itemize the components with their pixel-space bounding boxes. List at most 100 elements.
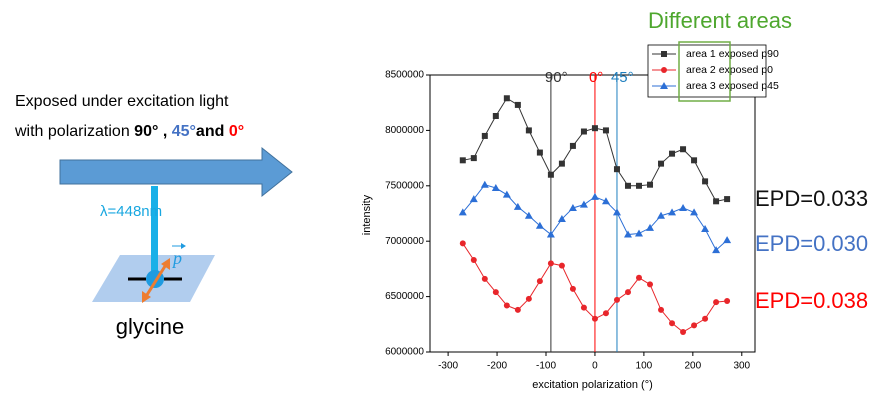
polarization-label: 45° — [611, 69, 634, 86]
marker — [459, 240, 466, 247]
marker — [558, 262, 565, 269]
marker — [691, 322, 698, 329]
marker — [469, 195, 478, 203]
x-tick-label: 200 — [684, 361, 701, 372]
legend-title: Different areas — [648, 8, 792, 33]
caption-part: with polarization — [14, 123, 134, 140]
caption-line2: with polarization 90° , 45°and 0° — [14, 123, 244, 140]
x-tick-label: -100 — [536, 361, 556, 372]
marker — [558, 160, 565, 167]
marker — [513, 202, 522, 210]
y-axis-label: intensity — [361, 194, 373, 235]
marker — [569, 142, 576, 149]
marker — [569, 285, 576, 292]
marker — [602, 310, 609, 317]
marker — [612, 208, 621, 216]
marker — [481, 132, 488, 139]
beam — [151, 186, 158, 276]
marker — [547, 260, 554, 267]
x-tick-label: 300 — [733, 361, 750, 372]
plot-frame — [429, 74, 756, 353]
marker — [481, 275, 488, 282]
caption-part: 0° — [229, 123, 244, 140]
marker — [669, 150, 676, 157]
marker — [712, 246, 721, 254]
marker — [524, 211, 533, 219]
marker — [702, 178, 709, 185]
marker — [458, 208, 467, 216]
marker — [568, 203, 577, 211]
marker — [470, 155, 477, 162]
caption-part: 45° — [172, 123, 196, 140]
highlight-box — [678, 41, 731, 102]
marker — [613, 296, 620, 303]
marker — [634, 229, 643, 237]
marker — [580, 304, 587, 311]
x-axis-label: excitation polarization (°) — [532, 379, 653, 391]
marker — [668, 208, 677, 216]
y-tick-label: 8500000 — [385, 70, 424, 81]
x-tick-label: -300 — [438, 361, 458, 372]
marker — [669, 320, 676, 327]
marker — [580, 128, 587, 135]
marker — [724, 298, 731, 305]
marker — [591, 125, 598, 132]
marker — [690, 208, 699, 216]
marker — [535, 221, 544, 229]
y-tick-label: 6500000 — [385, 291, 424, 302]
vector-arrow — [181, 243, 186, 249]
marker — [547, 171, 554, 178]
dipole — [143, 262, 169, 299]
marker — [624, 182, 631, 189]
marker — [647, 281, 654, 288]
marker — [470, 257, 477, 264]
marker — [623, 230, 632, 238]
marker — [492, 289, 499, 296]
marker — [459, 157, 466, 164]
marker — [557, 215, 566, 223]
marker — [635, 182, 642, 189]
marker — [680, 329, 687, 336]
marker — [502, 190, 511, 198]
marker — [657, 211, 666, 219]
marker — [702, 315, 709, 322]
vector-label: p — [171, 248, 182, 268]
marker — [492, 112, 499, 119]
marker — [713, 198, 720, 205]
marker — [613, 166, 620, 173]
marker — [579, 200, 588, 208]
marker — [661, 51, 667, 57]
marker — [624, 289, 631, 296]
epd-label: EPD=0.033 — [755, 186, 868, 211]
caption-part: and — [196, 123, 229, 140]
marker — [601, 197, 610, 205]
x-tick-label: -200 — [487, 361, 507, 372]
x-tick-label: 100 — [636, 361, 653, 372]
y-tick-label: 7000000 — [385, 236, 424, 247]
marker — [514, 306, 521, 313]
legend-label: area 1 exposed p90 — [686, 48, 779, 60]
marker — [646, 223, 655, 231]
sample-label: glycine — [116, 314, 184, 339]
epd-label: EPD=0.038 — [755, 288, 868, 313]
marker — [546, 230, 555, 238]
marker — [658, 306, 665, 313]
marker — [525, 295, 532, 302]
epd-label: EPD=0.030 — [755, 231, 868, 256]
marker — [503, 95, 510, 102]
marker — [660, 82, 668, 89]
marker — [680, 146, 687, 153]
marker — [525, 127, 532, 134]
light-arrow — [59, 146, 293, 198]
x-tick-label: 0 — [592, 361, 598, 372]
marker — [658, 160, 665, 167]
dipole-head — [161, 258, 170, 270]
marker — [635, 274, 642, 281]
marker — [590, 192, 599, 200]
marker — [536, 149, 543, 156]
dipole-head — [142, 291, 151, 303]
legend-label: area 3 exposed p45 — [686, 80, 779, 92]
marker — [661, 67, 667, 73]
